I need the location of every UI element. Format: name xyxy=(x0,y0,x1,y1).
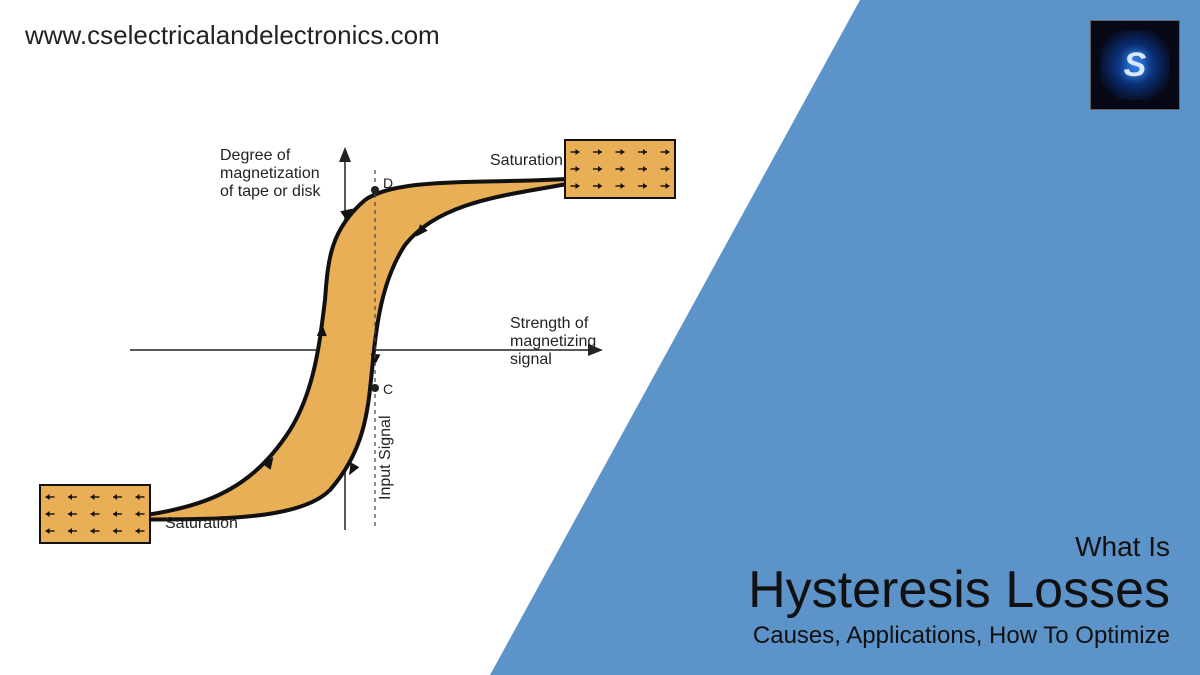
title-pre: What Is xyxy=(748,531,1170,563)
site-url: www.cselectricalandelectronics.com xyxy=(25,20,440,51)
diagram-svg: D C Degree of magnetization of tape or d… xyxy=(70,130,690,550)
hysteresis-diagram: D C Degree of magnetization of tape or d… xyxy=(70,130,690,550)
title-block: What Is Hysteresis Losses Causes, Applic… xyxy=(748,531,1170,650)
input-signal-label: Input Signal xyxy=(377,415,394,500)
x-axis-label: Strength of magnetizing signal xyxy=(510,315,601,368)
saturation-top-label: Saturation xyxy=(490,152,563,169)
point-d xyxy=(371,186,379,194)
point-d-label: D xyxy=(383,175,393,191)
saturation-bottom-label: Saturation xyxy=(165,515,238,532)
domain-box-top xyxy=(565,140,675,198)
title-main: Hysteresis Losses xyxy=(748,563,1170,618)
site-logo: S xyxy=(1090,20,1180,110)
page-canvas: www.cselectricalandelectronics.com S Wha… xyxy=(0,0,1200,675)
logo-glow: S xyxy=(1100,30,1170,100)
y-axis-label: Degree of magnetization of tape or disk xyxy=(220,147,324,200)
point-c-label: C xyxy=(383,381,393,397)
domain-box-bottom xyxy=(40,485,150,543)
title-sub: Causes, Applications, How To Optimize xyxy=(748,622,1170,650)
logo-letter: S xyxy=(1124,46,1147,85)
point-c xyxy=(371,384,379,392)
